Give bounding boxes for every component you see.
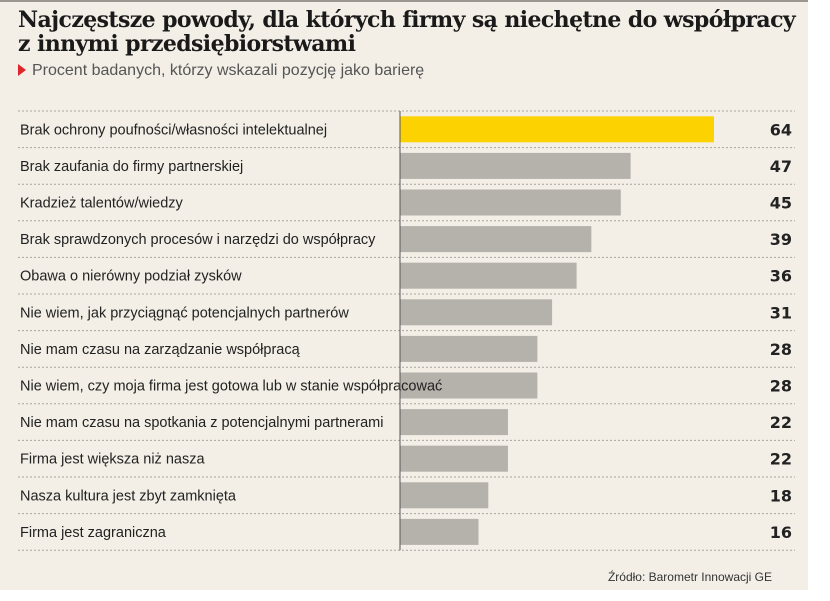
chart-panel: Najczęstsze powody, dla których firmy są… bbox=[0, 0, 808, 590]
category-label: Nasza kultura jest zbyt zamknięta bbox=[20, 488, 237, 504]
bar bbox=[400, 189, 621, 216]
category-label: Brak zaufania do firmy partnerskiej bbox=[20, 159, 243, 175]
value-label: 64 bbox=[770, 120, 792, 139]
value-label: 28 bbox=[770, 340, 792, 359]
triangle-bullet-icon bbox=[18, 64, 26, 76]
bar bbox=[400, 518, 479, 545]
category-label: Nie wiem, jak przyciągnąć potencjalnych … bbox=[20, 305, 349, 321]
value-label: 31 bbox=[770, 303, 792, 322]
value-label: 47 bbox=[770, 157, 792, 176]
bar bbox=[400, 262, 577, 289]
source-note: Źródło: Barometr Innowacji GE bbox=[607, 570, 772, 584]
bar bbox=[400, 152, 631, 179]
bar bbox=[400, 299, 553, 326]
category-label: Nie wiem, czy moja firma jest gotowa lub… bbox=[20, 379, 442, 395]
bar bbox=[400, 409, 508, 436]
category-label: Obawa o nierówny podział zysków bbox=[20, 269, 242, 285]
value-label: 36 bbox=[770, 267, 792, 286]
value-label: 22 bbox=[770, 413, 792, 432]
category-label: Brak sprawdzonych procesów i narzędzi do… bbox=[20, 232, 376, 248]
value-label: 39 bbox=[770, 230, 792, 249]
bar bbox=[400, 372, 538, 399]
bar-chart: Brak ochrony poufności/własności intelek… bbox=[18, 110, 795, 551]
category-label: Firma jest zagraniczna bbox=[20, 525, 167, 541]
bar bbox=[400, 226, 592, 253]
category-label: Brak ochrony poufności/własności intelek… bbox=[20, 122, 327, 138]
value-label: 16 bbox=[770, 523, 792, 542]
bar bbox=[400, 116, 714, 143]
bar bbox=[400, 335, 538, 362]
category-label: Nie mam czasu na spotkania z potencjalny… bbox=[20, 415, 383, 431]
value-label: 22 bbox=[770, 450, 792, 469]
bar bbox=[400, 445, 508, 472]
value-label: 45 bbox=[770, 194, 792, 213]
category-label: Kradzież talentów/wiedzy bbox=[20, 196, 184, 212]
value-label: 28 bbox=[770, 377, 792, 396]
chart-subtitle: Procent badanych, którzy wskazali pozycj… bbox=[18, 62, 424, 80]
value-label: 18 bbox=[770, 486, 792, 505]
bar bbox=[400, 482, 489, 509]
chart-title: Najczęstsze powody, dla których firmy są… bbox=[18, 7, 796, 57]
subtitle-text: Procent badanych, którzy wskazali pozycj… bbox=[32, 62, 425, 79]
category-label: Firma jest większa niż nasza bbox=[20, 452, 205, 468]
category-label: Nie mam czasu na zarządzanie współpracą bbox=[20, 342, 301, 358]
